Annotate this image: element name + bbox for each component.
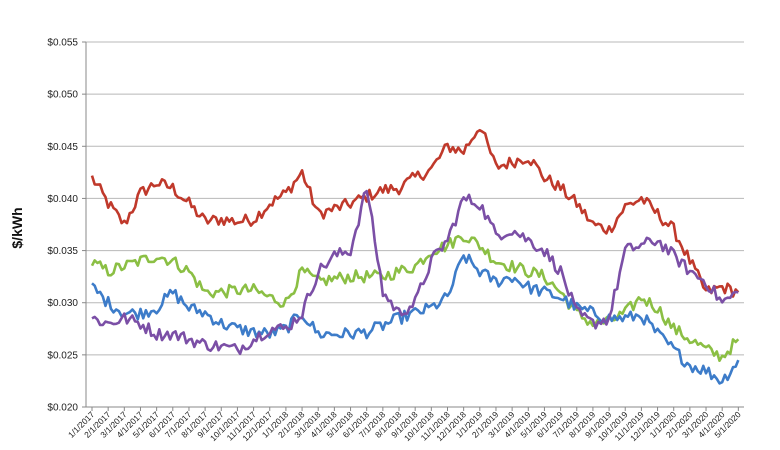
series-line-4 bbox=[91, 189, 739, 356]
y-tick-label: $0.050 bbox=[47, 90, 78, 101]
y-tick-label: $0.040 bbox=[47, 194, 78, 205]
series-line-2 bbox=[90, 234, 740, 362]
series-lines bbox=[90, 128, 740, 385]
y-tick-label: $0.035 bbox=[47, 246, 78, 257]
y-tick-label: $0.045 bbox=[47, 142, 78, 153]
axes bbox=[82, 41, 744, 411]
y-axis-label: $/kWh bbox=[9, 207, 25, 248]
series-line-1 bbox=[90, 128, 740, 298]
y-tick-label: $0.055 bbox=[47, 38, 78, 49]
gridlines bbox=[86, 41, 744, 356]
y-tick-label: $0.025 bbox=[47, 350, 78, 361]
y-tick-label: $0.020 bbox=[47, 403, 78, 414]
series-line-3 bbox=[91, 253, 740, 385]
y-tick-label: $0.030 bbox=[47, 298, 78, 309]
y-tick-labels: $0.020 $0.025 $0.030 $0.035 $0.040 $0.045 $0.0… bbox=[47, 38, 78, 414]
x-tick-labels: 1/1/20172/1/20173/1/20174/1/20175/1/2017… bbox=[66, 409, 743, 443]
